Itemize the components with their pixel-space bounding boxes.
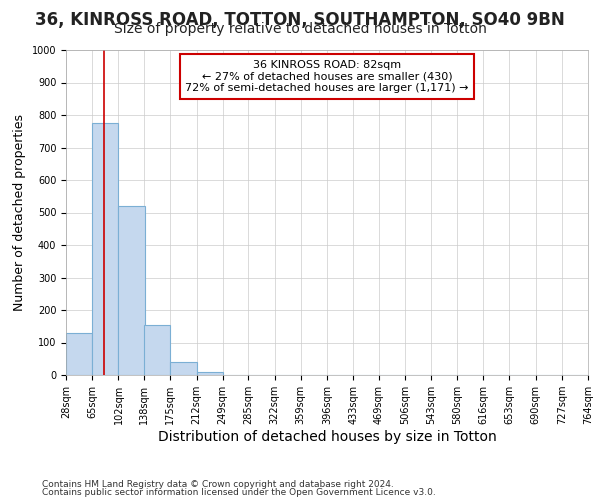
Text: Contains public sector information licensed under the Open Government Licence v3: Contains public sector information licen… [42, 488, 436, 497]
Text: 36 KINROSS ROAD: 82sqm
← 27% of detached houses are smaller (430)
72% of semi-de: 36 KINROSS ROAD: 82sqm ← 27% of detached… [185, 60, 469, 93]
Bar [170, 362, 197, 375]
Bar [92, 123, 118, 375]
Text: Contains HM Land Registry data © Crown copyright and database right 2024.: Contains HM Land Registry data © Crown c… [42, 480, 394, 489]
Bar [66, 333, 92, 375]
Bar [197, 372, 223, 375]
Text: Size of property relative to detached houses in Totton: Size of property relative to detached ho… [113, 22, 487, 36]
Bar [144, 324, 170, 375]
Y-axis label: Number of detached properties: Number of detached properties [13, 114, 26, 311]
Bar [118, 206, 145, 375]
Text: 36, KINROSS ROAD, TOTTON, SOUTHAMPTON, SO40 9BN: 36, KINROSS ROAD, TOTTON, SOUTHAMPTON, S… [35, 11, 565, 29]
X-axis label: Distribution of detached houses by size in Totton: Distribution of detached houses by size … [158, 430, 496, 444]
